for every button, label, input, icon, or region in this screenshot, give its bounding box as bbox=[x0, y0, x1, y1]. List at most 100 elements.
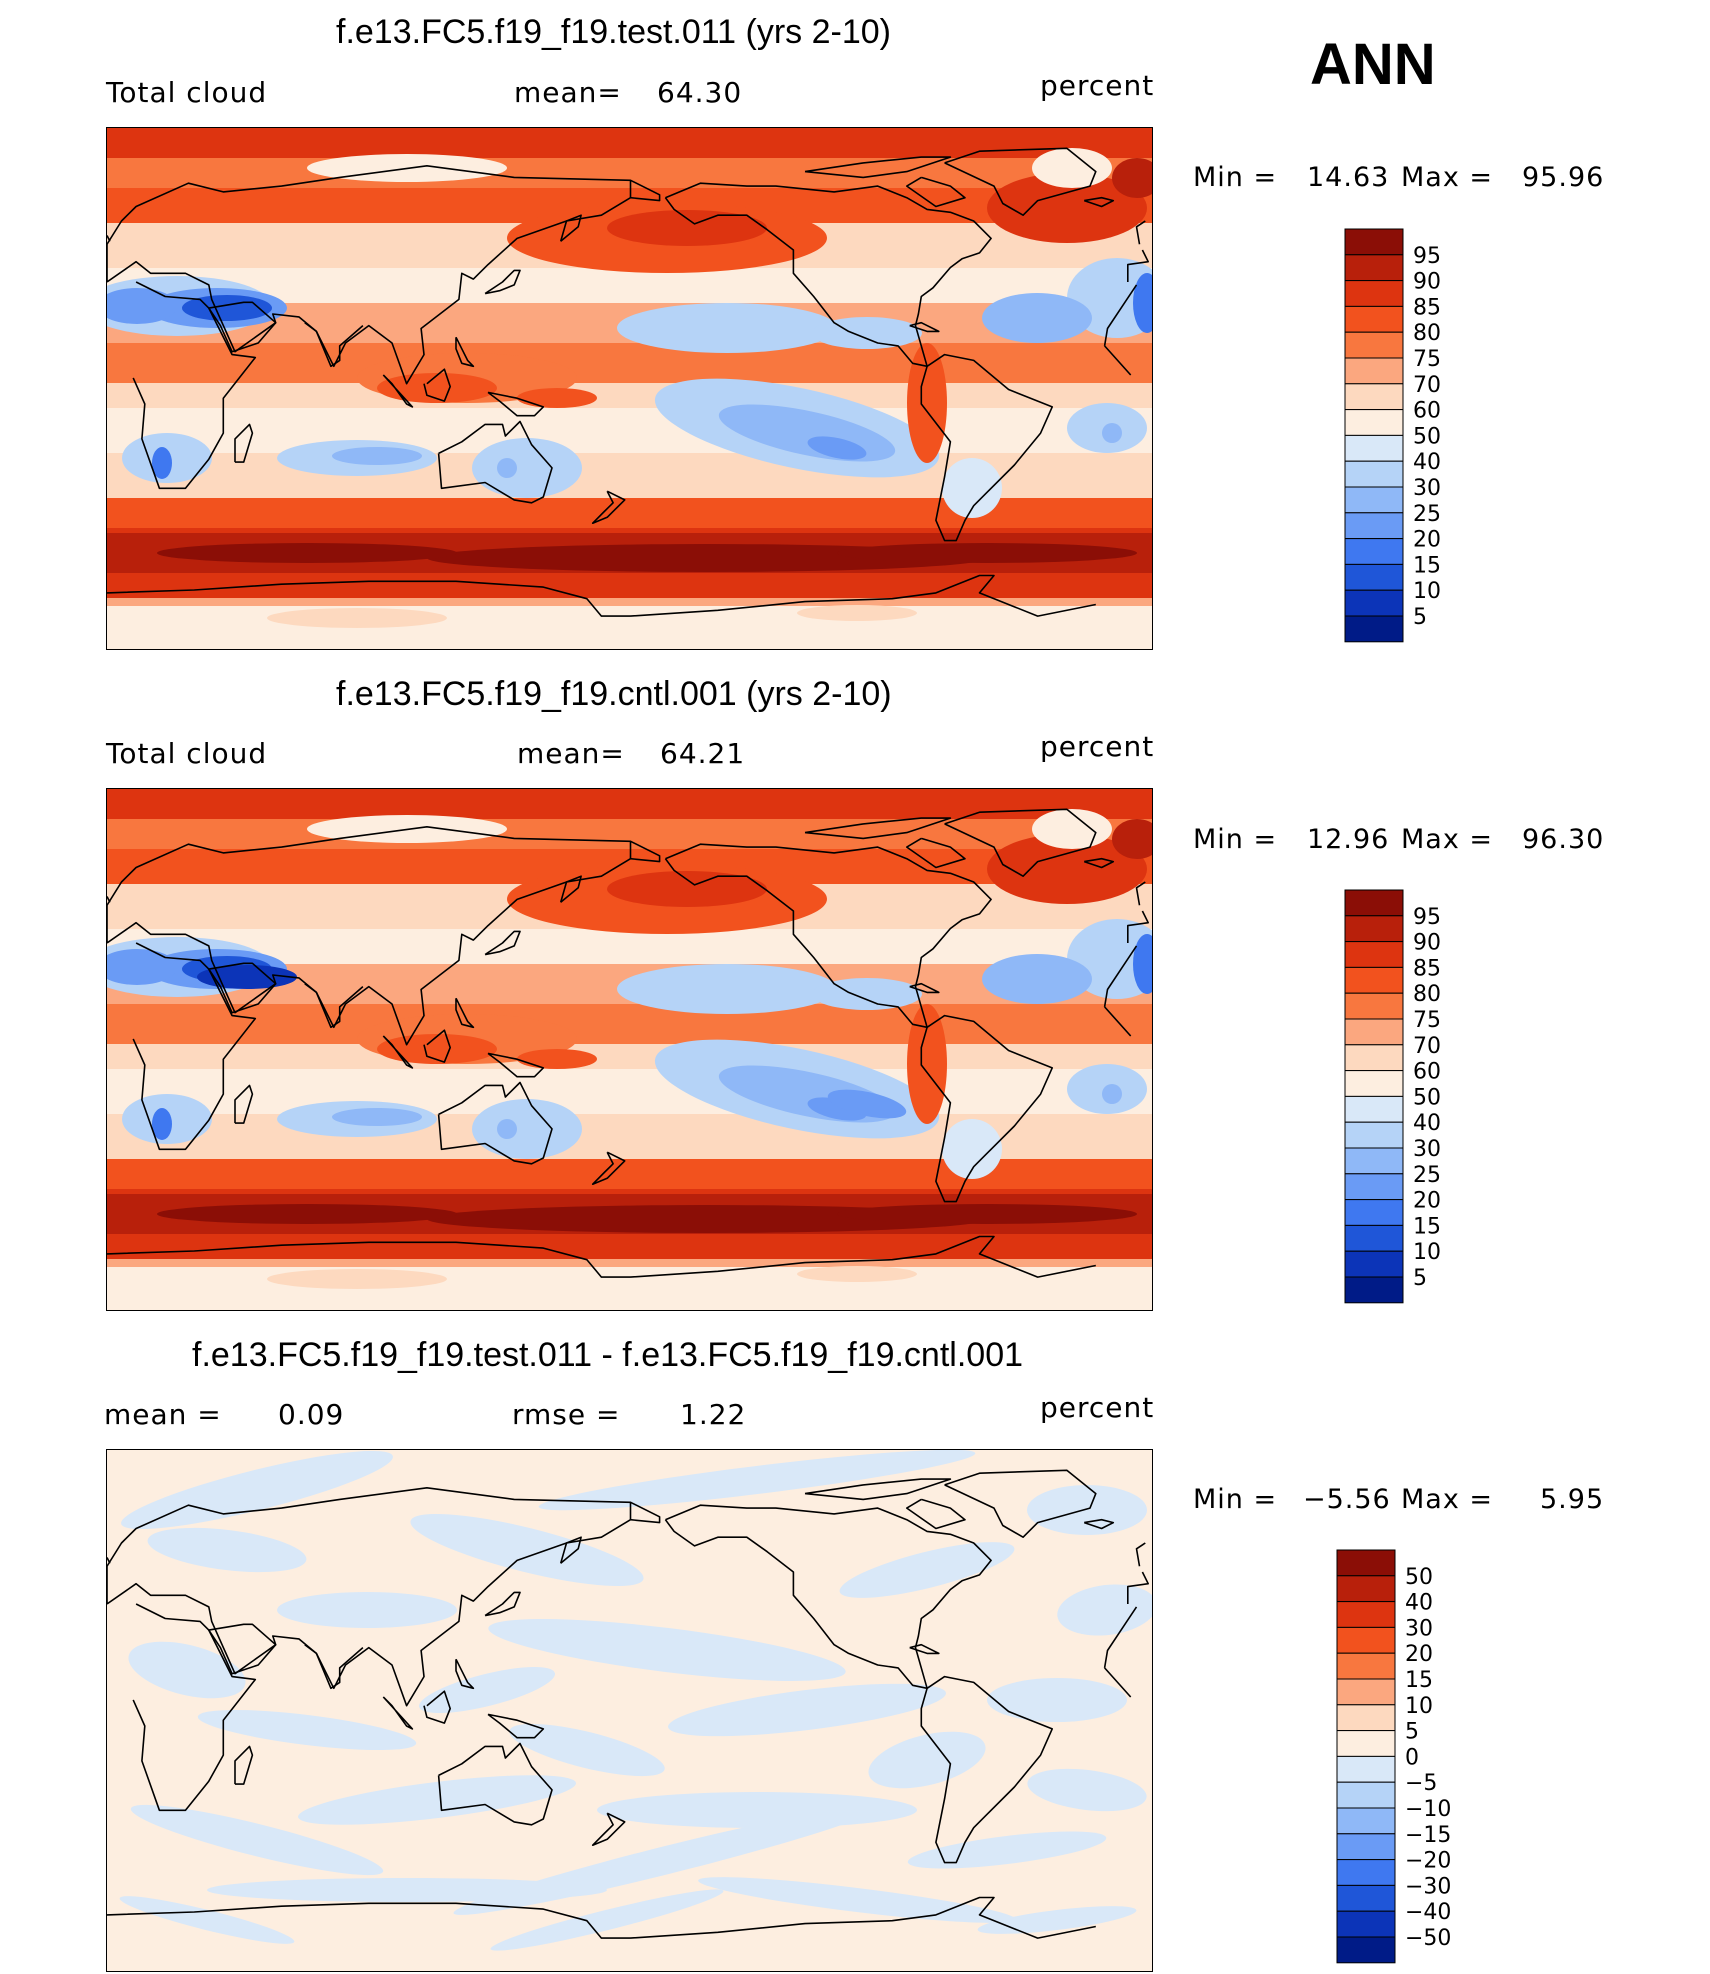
colorbar-box bbox=[1344, 409, 1404, 436]
panel-3-colorbar: 50 40 30 20 15 10 5 0 −5 −10 −15 −20 −30 −40 −50 bbox=[1336, 1549, 1457, 1966]
colorbar-box bbox=[1336, 1859, 1396, 1886]
coastline bbox=[107, 1557, 111, 1564]
cloud-field bbox=[107, 128, 1152, 649]
coastline bbox=[909, 321, 940, 333]
coastline bbox=[423, 368, 452, 402]
colorbar-box bbox=[1344, 434, 1404, 462]
colorbar-tick-label: 40 bbox=[1405, 1591, 1433, 1616]
coastline bbox=[423, 1029, 452, 1063]
panel-2-mean-label: mean= bbox=[517, 737, 625, 770]
coastline bbox=[664, 843, 992, 1029]
coastline bbox=[107, 1902, 631, 1939]
colorbar-tick-label: 25 bbox=[1413, 502, 1441, 527]
colorbar-box bbox=[1344, 889, 1404, 917]
panel-3-max-label: Max = bbox=[1401, 1484, 1494, 1515]
coastline bbox=[559, 214, 582, 242]
panel-3-max-value: 5.95 bbox=[1540, 1484, 1605, 1515]
panel-1-max-label: Max = bbox=[1401, 162, 1494, 193]
colorbar-box bbox=[1336, 1730, 1396, 1757]
colorbar-tick-label: 5 bbox=[1413, 605, 1427, 630]
coastline bbox=[437, 1742, 553, 1826]
colorbar-tick-label: 85 bbox=[1413, 956, 1441, 981]
colorbar-box bbox=[1344, 1173, 1404, 1201]
colorbar-tick-label: 20 bbox=[1413, 528, 1441, 553]
cloud-field bbox=[107, 789, 1152, 1310]
colorbar-box bbox=[1344, 615, 1404, 643]
colorbar-box bbox=[1344, 992, 1404, 1020]
colorbar-tick-label: 10 bbox=[1405, 1694, 1433, 1719]
colorbar-box bbox=[1344, 941, 1404, 968]
panel-3-units: percent bbox=[1040, 1391, 1155, 1424]
coastline bbox=[304, 322, 364, 368]
colorbar-box bbox=[1344, 1250, 1404, 1278]
panel-1-max-value: 95.96 bbox=[1522, 162, 1605, 193]
colorbar-box bbox=[1336, 1601, 1396, 1628]
coastline bbox=[909, 982, 940, 994]
coastline bbox=[1126, 249, 1149, 282]
colorbar-tick-label: 60 bbox=[1413, 1060, 1441, 1085]
colorbar-tick-label: 30 bbox=[1413, 476, 1441, 501]
coastline bbox=[630, 1896, 1096, 1939]
coastline bbox=[382, 1035, 414, 1069]
panel-3-mean-label: mean = bbox=[104, 1398, 222, 1431]
coastline bbox=[107, 1241, 631, 1278]
colorbar-box bbox=[1336, 1575, 1396, 1603]
coastline bbox=[382, 1696, 414, 1730]
colorbar-tick-label: −30 bbox=[1405, 1874, 1451, 1899]
colorbar-box bbox=[1336, 1884, 1396, 1912]
colorbar-tick-label: 50 bbox=[1413, 424, 1441, 449]
coastline bbox=[909, 1643, 940, 1655]
colorbar-tick-label: 15 bbox=[1405, 1668, 1433, 1693]
colorbar-box bbox=[1344, 1018, 1404, 1046]
colorbar-box bbox=[1336, 1678, 1396, 1706]
coastline bbox=[487, 391, 545, 417]
panel-3-rmse-value: 1.22 bbox=[680, 1398, 747, 1431]
colorbar-box bbox=[1344, 460, 1404, 488]
panel-2-map bbox=[106, 788, 1153, 1311]
coastline bbox=[591, 1812, 626, 1847]
coastline bbox=[437, 420, 553, 504]
coastline bbox=[455, 336, 475, 368]
coastline bbox=[487, 1052, 545, 1078]
colorbar-box bbox=[1336, 1652, 1396, 1680]
colorbar-box bbox=[1336, 1704, 1396, 1732]
coastline bbox=[423, 1690, 452, 1724]
panel-2-variable-label: Total cloud bbox=[106, 737, 268, 770]
coastline bbox=[487, 1713, 545, 1739]
colorbar-box bbox=[1344, 280, 1404, 307]
colorbar-tick-label: 60 bbox=[1413, 399, 1441, 424]
panel-2-colorbar: 95 90 85 80 75 70 60 50 40 30 25 20 15 10 5 bbox=[1344, 889, 1455, 1306]
colorbar-box bbox=[1344, 563, 1404, 591]
coastline bbox=[920, 1675, 1054, 1864]
panel-1-min-label: Min = bbox=[1193, 162, 1278, 193]
colorbar-tick-label: 30 bbox=[1405, 1616, 1433, 1641]
colorbar-tick-label: 20 bbox=[1413, 1189, 1441, 1214]
coastline bbox=[132, 281, 257, 490]
colorbar-tick-label: 75 bbox=[1413, 347, 1441, 372]
coastline bbox=[208, 301, 277, 353]
panel-1-colorbar: 95 90 85 80 75 70 60 50 40 30 25 20 15 10 5 bbox=[1344, 228, 1455, 645]
coastline bbox=[944, 808, 1097, 877]
coastline bbox=[630, 179, 661, 202]
colorbar-tick-label: 90 bbox=[1413, 270, 1441, 295]
colorbar-tick-label: −15 bbox=[1405, 1823, 1451, 1848]
colorbar-box bbox=[1336, 1626, 1396, 1654]
coastline bbox=[1104, 345, 1132, 376]
colorbar-box bbox=[1344, 1224, 1404, 1252]
colorbar-box bbox=[1336, 1807, 1396, 1835]
coastline bbox=[1083, 857, 1115, 869]
coastline bbox=[1083, 196, 1115, 208]
colorbar-tick-label: −40 bbox=[1405, 1900, 1451, 1925]
coastline bbox=[484, 1591, 521, 1617]
coastline bbox=[132, 1603, 257, 1812]
coastline bbox=[559, 875, 582, 903]
colorbar-tick-label: 0 bbox=[1405, 1745, 1419, 1770]
colorbar-box bbox=[1344, 1147, 1404, 1175]
panel-1-units: percent bbox=[1040, 69, 1155, 102]
colorbar-tick-label: 20 bbox=[1405, 1642, 1433, 1667]
coastline bbox=[107, 825, 632, 1046]
coastline bbox=[630, 1235, 1096, 1278]
colorbar-tick-label: 80 bbox=[1413, 321, 1441, 346]
coastline bbox=[304, 1644, 364, 1690]
colorbar-tick-label: 95 bbox=[1413, 905, 1441, 930]
